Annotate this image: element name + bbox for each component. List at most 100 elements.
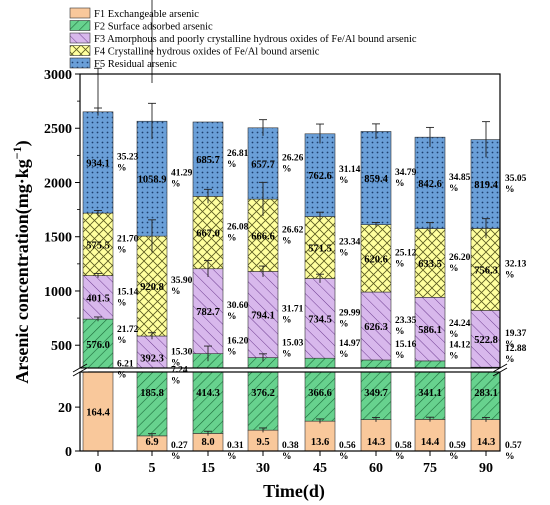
pct-sign-f4-75: % xyxy=(449,264,459,274)
pct-label-f3-0: 15.14 xyxy=(117,287,139,297)
pct-sign-f2-60: % xyxy=(395,351,405,361)
y-tick-label-20: 20 xyxy=(58,401,72,416)
bar-f1-90-lower xyxy=(470,419,500,451)
pct-label-f5-0: 35.23 xyxy=(117,152,139,162)
x-tick-label-0: 0 xyxy=(95,461,102,476)
axes-layer: 500 1000 1500 2000 2500 3000 0 20 0 5 15 30 45 60 75 90… xyxy=(10,68,508,502)
pct-label-f5-60: 34.79 xyxy=(395,168,417,178)
pct-label-f3-90: 19.37 xyxy=(505,329,527,339)
x-axis-title: Time(d) xyxy=(263,481,325,502)
bar-f5-60 xyxy=(360,131,392,225)
pct-label-f3-5: 15.30 xyxy=(171,347,193,357)
value-label-f5-15: 685.7 xyxy=(196,155,220,166)
value-label-f4-60: 620.6 xyxy=(364,254,388,265)
bar-f2-60-lower xyxy=(360,372,392,420)
pct-sign-f5-15: % xyxy=(227,160,237,170)
legend-swatch-f2 xyxy=(69,20,91,31)
pct-sign-f4-60: % xyxy=(395,259,405,269)
bar-f3-60 xyxy=(360,291,392,361)
pct-sign-f5-60: % xyxy=(395,179,405,189)
pct-label-f2-60: 15.16 xyxy=(395,340,417,350)
bar-f4-75 xyxy=(414,228,446,298)
pct-label-f5-15: 26.81 xyxy=(227,149,249,159)
pct-label-f4-0: 21.70 xyxy=(117,234,139,244)
pct-sign-f5-75: % xyxy=(449,184,459,194)
pct-sign-f3-15: % xyxy=(227,312,237,322)
value-label-f5-60: 859.4 xyxy=(364,174,388,185)
value-label-f3-75: 586.1 xyxy=(418,325,442,336)
bar-f4-60 xyxy=(360,224,392,293)
pct-sign-f1-90: % xyxy=(505,452,515,462)
y-tick-label-2500: 2500 xyxy=(44,122,72,137)
axis-break-mark-left xyxy=(72,367,88,377)
y-axis-title: Arsenic concentration(mg·kg−1) xyxy=(10,140,33,383)
bar-f3-45 xyxy=(304,278,336,359)
bars-layer xyxy=(82,0,500,451)
value-label-f3-0: 401.5 xyxy=(86,293,110,304)
value-labels-layer: 164.4 6.21% 6.9 0.27% 8.0 0.31% 9.5 0.38% 13.6 0.… xyxy=(86,149,526,462)
value-label-f3-30: 794.1 xyxy=(251,311,275,322)
value-label-f4-30: 666.6 xyxy=(251,231,275,242)
bar-f1-45-lower xyxy=(304,420,336,451)
pct-label-f2-90: 12.88 xyxy=(505,344,527,354)
pct-label-f2-15: 16.20 xyxy=(227,336,249,346)
pct-label-f5-30: 26.26 xyxy=(282,153,304,163)
pct-label-f3-75: 24.24 xyxy=(449,319,471,329)
pct-sign-f1-45: % xyxy=(339,452,349,462)
value-label-f2-45: 366.6 xyxy=(308,388,332,399)
pct-sign-f5-0: % xyxy=(117,163,127,173)
legend-label-f3: F3 Amorphous and poorly crystalline hydr… xyxy=(94,34,417,45)
pct-sign-f2-45: % xyxy=(339,350,349,360)
pct-label-f3-15: 30.60 xyxy=(227,301,249,311)
x-tick-label-5: 5 xyxy=(149,461,156,476)
pct-label-f2-0: 21.72 xyxy=(117,325,139,335)
lower-panel-bars xyxy=(82,372,500,451)
bar-f2-90-lower xyxy=(470,372,500,420)
pct-label-f1-90: 0.57 xyxy=(505,441,522,451)
bar-f3-15 xyxy=(192,268,224,354)
pct-label-f4-15: 26.08 xyxy=(227,223,249,233)
y-tick-label-1500: 1500 xyxy=(44,231,72,246)
value-label-f5-0: 934.1 xyxy=(86,158,110,169)
pct-label-f4-5: 35.90 xyxy=(171,276,193,286)
legend-label-f5: F5 Residual arsenic xyxy=(94,59,177,70)
x-tick-label-60: 60 xyxy=(369,461,383,476)
value-label-f5-30: 657.7 xyxy=(251,159,275,170)
bar-f2-15-lower xyxy=(192,372,224,434)
pct-sign-f3-45: % xyxy=(339,319,349,329)
bar-f2-75 xyxy=(414,360,446,368)
pct-label-f1-60: 0.58 xyxy=(395,441,412,451)
pct-label-f3-45: 29.99 xyxy=(339,308,361,318)
pct-label-f2-5: 7.24 xyxy=(171,365,188,375)
pct-sign-f3-90: % xyxy=(505,340,515,350)
bar-f2-5-lower xyxy=(136,372,168,437)
value-label-f3-5: 392.3 xyxy=(140,353,164,364)
x-tick-label-75: 75 xyxy=(423,461,437,476)
value-label-f1-75: 14.4 xyxy=(421,437,440,448)
x-tick-label-15: 15 xyxy=(201,461,215,476)
pct-sign-f2-30: % xyxy=(282,350,292,360)
value-label-f4-15: 667.0 xyxy=(196,229,220,240)
pct-sign-f5-5: % xyxy=(171,180,181,190)
value-label-f2-60: 349.7 xyxy=(364,388,388,399)
axis-break-mark-right xyxy=(492,367,508,377)
x-tick-label-30: 30 xyxy=(256,461,270,476)
value-label-f2-15: 414.3 xyxy=(196,388,220,399)
pct-sign-f2-90: % xyxy=(505,355,515,365)
pct-sign-f2-15: % xyxy=(227,347,237,357)
pct-label-f4-75: 26.20 xyxy=(449,253,471,263)
value-label-f5-45: 762.6 xyxy=(308,171,332,182)
value-label-f1-0: 164.4 xyxy=(86,408,110,419)
value-label-f1-45: 13.6 xyxy=(311,437,329,448)
pct-sign-f1-0: % xyxy=(117,371,127,381)
pct-sign-f5-90: % xyxy=(505,185,515,195)
bar-f2-0 xyxy=(82,318,114,368)
legend: F1 Exchangeable arsenic F2 Surface adsorb… xyxy=(69,7,417,70)
bar-f2-45 xyxy=(304,357,336,368)
pct-label-f2-75: 14.12 xyxy=(449,341,471,351)
pct-sign-f5-30: % xyxy=(282,164,292,174)
value-label-f1-30: 9.5 xyxy=(256,437,269,448)
axis-break-mark-right xyxy=(492,363,508,373)
pct-label-f1-30: 0.38 xyxy=(282,441,299,451)
